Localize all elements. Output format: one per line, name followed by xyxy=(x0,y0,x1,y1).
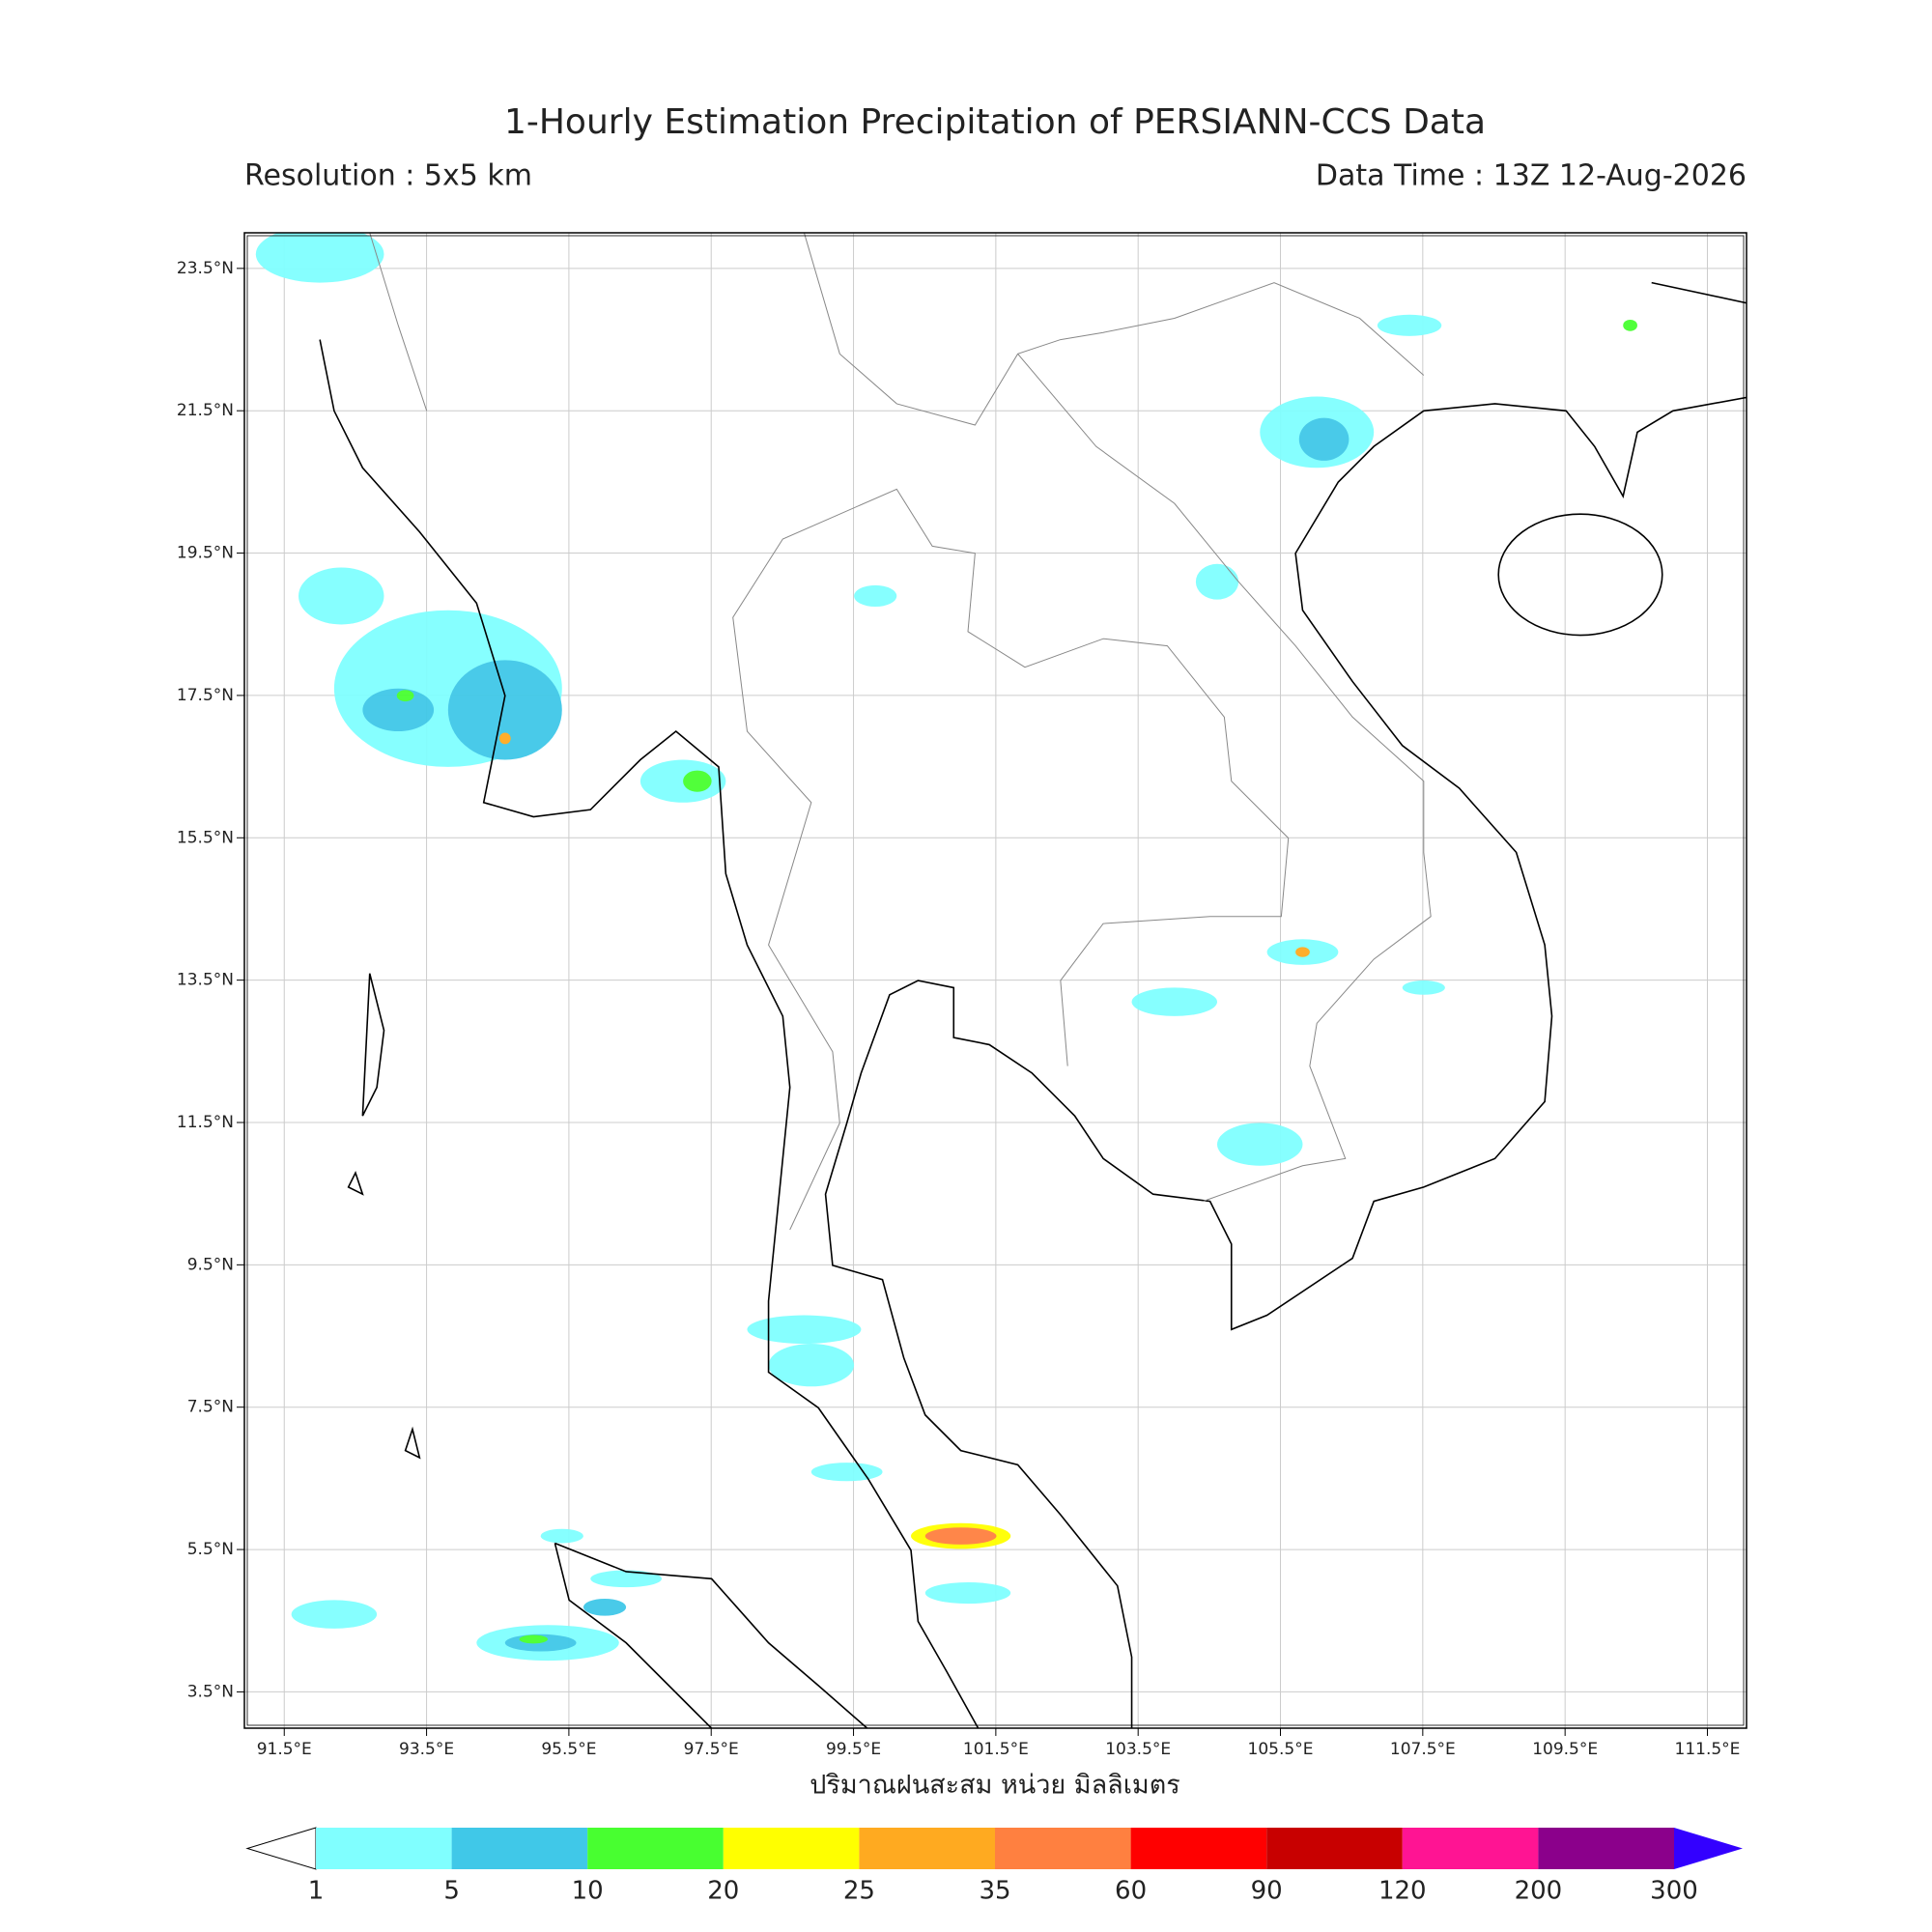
lon-tick-label: 91.5°E xyxy=(257,1740,312,1759)
lat-tick-label: 21.5°N xyxy=(177,401,234,420)
title: 1-Hourly Estimation Precipitation of PER… xyxy=(504,102,1486,142)
lat-tick-label: 23.5°N xyxy=(177,259,234,278)
lat-tick-label: 9.5°N xyxy=(187,1255,234,1274)
borders xyxy=(370,233,1431,1230)
colorbar-box xyxy=(995,1828,1131,1869)
lat-tick-label: 19.5°N xyxy=(177,544,234,563)
colorbar-label: 5 xyxy=(443,1877,460,1906)
rain xyxy=(255,233,1637,1662)
lon-tick-label: 93.5°E xyxy=(399,1740,454,1759)
colorbar-label: 35 xyxy=(979,1877,1010,1906)
lon-tick-label: 111.5°E xyxy=(1675,1740,1741,1759)
lon-tick-label: 97.5°E xyxy=(684,1740,739,1759)
x-label: ปริมาณฝนสะสม หน่วย มิลลิเมตร xyxy=(810,1771,1180,1801)
colorbar-label: 120 xyxy=(1378,1877,1427,1906)
colorbar-box xyxy=(723,1828,860,1869)
lon-tick-label: 109.5°E xyxy=(1532,1740,1598,1759)
colorbar-under xyxy=(245,1827,317,1870)
lat-tick-label: 17.5°N xyxy=(177,686,234,705)
colorbar-box xyxy=(1266,1828,1403,1869)
colorbar-label: 25 xyxy=(843,1877,875,1906)
lon-tick-label: 105.5°E xyxy=(1248,1740,1314,1759)
lon-tick-label: 107.5°E xyxy=(1390,1740,1456,1759)
colorbar-box xyxy=(451,1828,588,1869)
colorbar: 1 5 10 20 25 35 60 90 120 200 300 xyxy=(245,1827,1743,1906)
colorbar-label: 20 xyxy=(707,1877,739,1906)
map-frame-inner xyxy=(246,235,1745,1726)
colorbar-box xyxy=(1402,1828,1539,1869)
coastlines xyxy=(320,283,1751,1736)
resolution: Resolution : 5x5 km xyxy=(244,159,532,193)
lat-tick-label: 3.5°N xyxy=(187,1682,234,1701)
colorbar-label: 1 xyxy=(308,1877,325,1906)
colorbar-box xyxy=(1130,1828,1267,1869)
colorbar-over xyxy=(1674,1828,1743,1869)
lat-tick-label: 11.5°N xyxy=(177,1113,234,1132)
lat-tick-label: 15.5°N xyxy=(177,828,234,847)
lat-tick-label: 13.5°N xyxy=(177,971,234,990)
data-time: Data Time : 13Z 12-Aug-2026 xyxy=(1316,159,1747,193)
colorbar-label: 60 xyxy=(1115,1877,1147,1906)
colorbar-label: 10 xyxy=(572,1877,604,1906)
colorbar-label: 300 xyxy=(1650,1877,1698,1906)
lon-tick-label: 101.5°E xyxy=(963,1740,1029,1759)
grid xyxy=(244,233,1747,1728)
lat-tick-label: 5.5°N xyxy=(187,1540,234,1559)
colorbar-box xyxy=(587,1828,724,1869)
colorbar-box xyxy=(859,1828,995,1869)
colorbar-label: 200 xyxy=(1515,1877,1563,1906)
colorbar-box xyxy=(316,1828,452,1869)
axes: 91.5°E 93.5°E 95.5°E 97.5°E 99.5°E 101.5°E 103… xyxy=(177,259,1741,1759)
map xyxy=(255,233,1751,1736)
lon-tick-label: 99.5°E xyxy=(826,1740,881,1759)
lon-tick-label: 95.5°E xyxy=(541,1740,596,1759)
colorbar-box xyxy=(1538,1828,1674,1869)
lon-tick-label: 103.5°E xyxy=(1105,1740,1171,1759)
lat-tick-label: 7.5°N xyxy=(187,1398,234,1417)
colorbar-label: 90 xyxy=(1251,1877,1283,1906)
